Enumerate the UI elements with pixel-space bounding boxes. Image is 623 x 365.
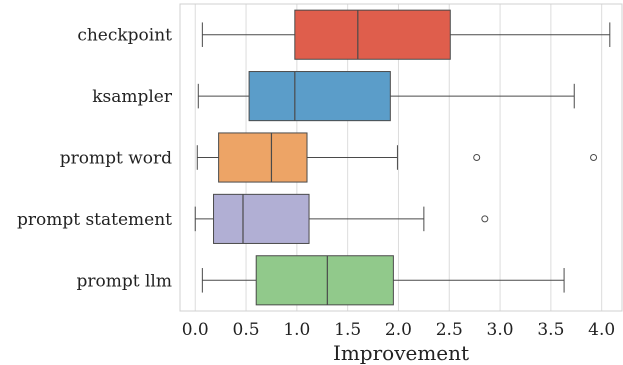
box-iqr (248, 71, 391, 122)
x-tick-label: 3.5 (537, 320, 564, 340)
outlier-point (590, 154, 598, 161)
box-iqr (255, 255, 394, 306)
x-tick-label: 3.0 (487, 320, 514, 340)
x-tick-label: 1.5 (334, 320, 361, 340)
box-iqr (213, 193, 310, 244)
category-label: ksampler (92, 87, 173, 107)
outlier-point (473, 154, 481, 161)
plot-frame (179, 3, 623, 312)
category-label: prompt word (60, 149, 172, 169)
x-tick-label: 0.0 (182, 320, 209, 340)
boxes-layer (194, 9, 611, 306)
box-iqr (294, 9, 451, 60)
box-group (194, 193, 489, 244)
box-group (196, 132, 598, 183)
category-labels: checkpoint ksampler prompt word prompt stat… (17, 26, 173, 292)
x-tick-label: 2.0 (385, 320, 412, 340)
box-group (201, 255, 565, 306)
category-label: prompt statement (17, 210, 172, 230)
box-group (197, 71, 575, 122)
x-axis-label: Improvement (333, 341, 469, 365)
outlier-point (481, 215, 489, 223)
x-tick-label: 4.0 (588, 320, 615, 340)
x-tick-label: 2.5 (436, 320, 463, 340)
category-label: checkpoint (77, 26, 172, 46)
x-tick-label: 0.5 (233, 320, 260, 340)
box-iqr (218, 132, 308, 183)
x-tick-label: 1.0 (283, 320, 310, 340)
category-label: prompt llm (77, 271, 172, 291)
box-group (201, 9, 611, 60)
x-tick-labels: 0.0 0.5 1.0 1.5 2.0 2.5 3.0 3.5 4.0 (182, 320, 615, 340)
